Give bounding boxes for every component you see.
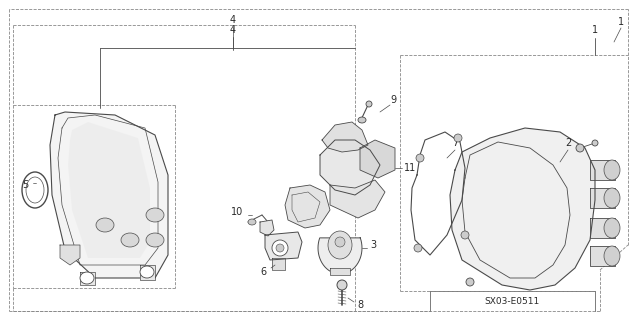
Ellipse shape: [337, 280, 347, 290]
Polygon shape: [590, 218, 615, 238]
Text: 4: 4: [230, 15, 236, 25]
Text: 8: 8: [357, 300, 363, 310]
Ellipse shape: [604, 246, 620, 266]
Ellipse shape: [146, 208, 164, 222]
Polygon shape: [590, 246, 615, 266]
Ellipse shape: [328, 231, 352, 259]
Polygon shape: [360, 140, 395, 178]
Polygon shape: [330, 268, 350, 275]
Ellipse shape: [466, 278, 474, 286]
Text: 1: 1: [592, 25, 598, 35]
Polygon shape: [265, 232, 302, 260]
Polygon shape: [590, 188, 615, 208]
Polygon shape: [320, 140, 380, 195]
Text: 3: 3: [370, 240, 376, 250]
Text: SX03-E0511: SX03-E0511: [484, 298, 540, 307]
Ellipse shape: [272, 240, 288, 256]
Text: 2: 2: [565, 138, 571, 148]
Ellipse shape: [366, 101, 372, 107]
Text: 10: 10: [231, 207, 243, 217]
Polygon shape: [318, 238, 362, 274]
Polygon shape: [80, 272, 95, 285]
Polygon shape: [322, 122, 368, 152]
Polygon shape: [68, 122, 150, 258]
Ellipse shape: [461, 231, 469, 239]
Ellipse shape: [248, 219, 256, 225]
Ellipse shape: [604, 160, 620, 180]
Text: 4: 4: [230, 25, 236, 35]
Polygon shape: [590, 160, 615, 180]
Polygon shape: [140, 265, 155, 280]
Ellipse shape: [414, 244, 422, 252]
Text: 11: 11: [404, 163, 416, 173]
Ellipse shape: [454, 134, 462, 142]
Ellipse shape: [96, 218, 114, 232]
Polygon shape: [272, 258, 285, 270]
Polygon shape: [285, 185, 330, 228]
Polygon shape: [260, 220, 274, 236]
Ellipse shape: [416, 154, 424, 162]
Ellipse shape: [592, 140, 598, 146]
Polygon shape: [60, 245, 80, 265]
Ellipse shape: [121, 233, 139, 247]
Text: 9: 9: [390, 95, 396, 105]
Ellipse shape: [576, 144, 584, 152]
Text: 1: 1: [618, 17, 624, 27]
Text: 6: 6: [260, 267, 266, 277]
Polygon shape: [450, 128, 595, 290]
Text: 7: 7: [452, 138, 458, 148]
Ellipse shape: [140, 266, 154, 278]
Text: 5: 5: [22, 180, 28, 190]
Ellipse shape: [335, 237, 345, 247]
Ellipse shape: [146, 233, 164, 247]
Polygon shape: [330, 180, 385, 218]
Ellipse shape: [604, 188, 620, 208]
Polygon shape: [50, 112, 168, 278]
Ellipse shape: [80, 272, 94, 284]
Ellipse shape: [276, 244, 284, 252]
Ellipse shape: [604, 218, 620, 238]
Ellipse shape: [358, 117, 366, 123]
